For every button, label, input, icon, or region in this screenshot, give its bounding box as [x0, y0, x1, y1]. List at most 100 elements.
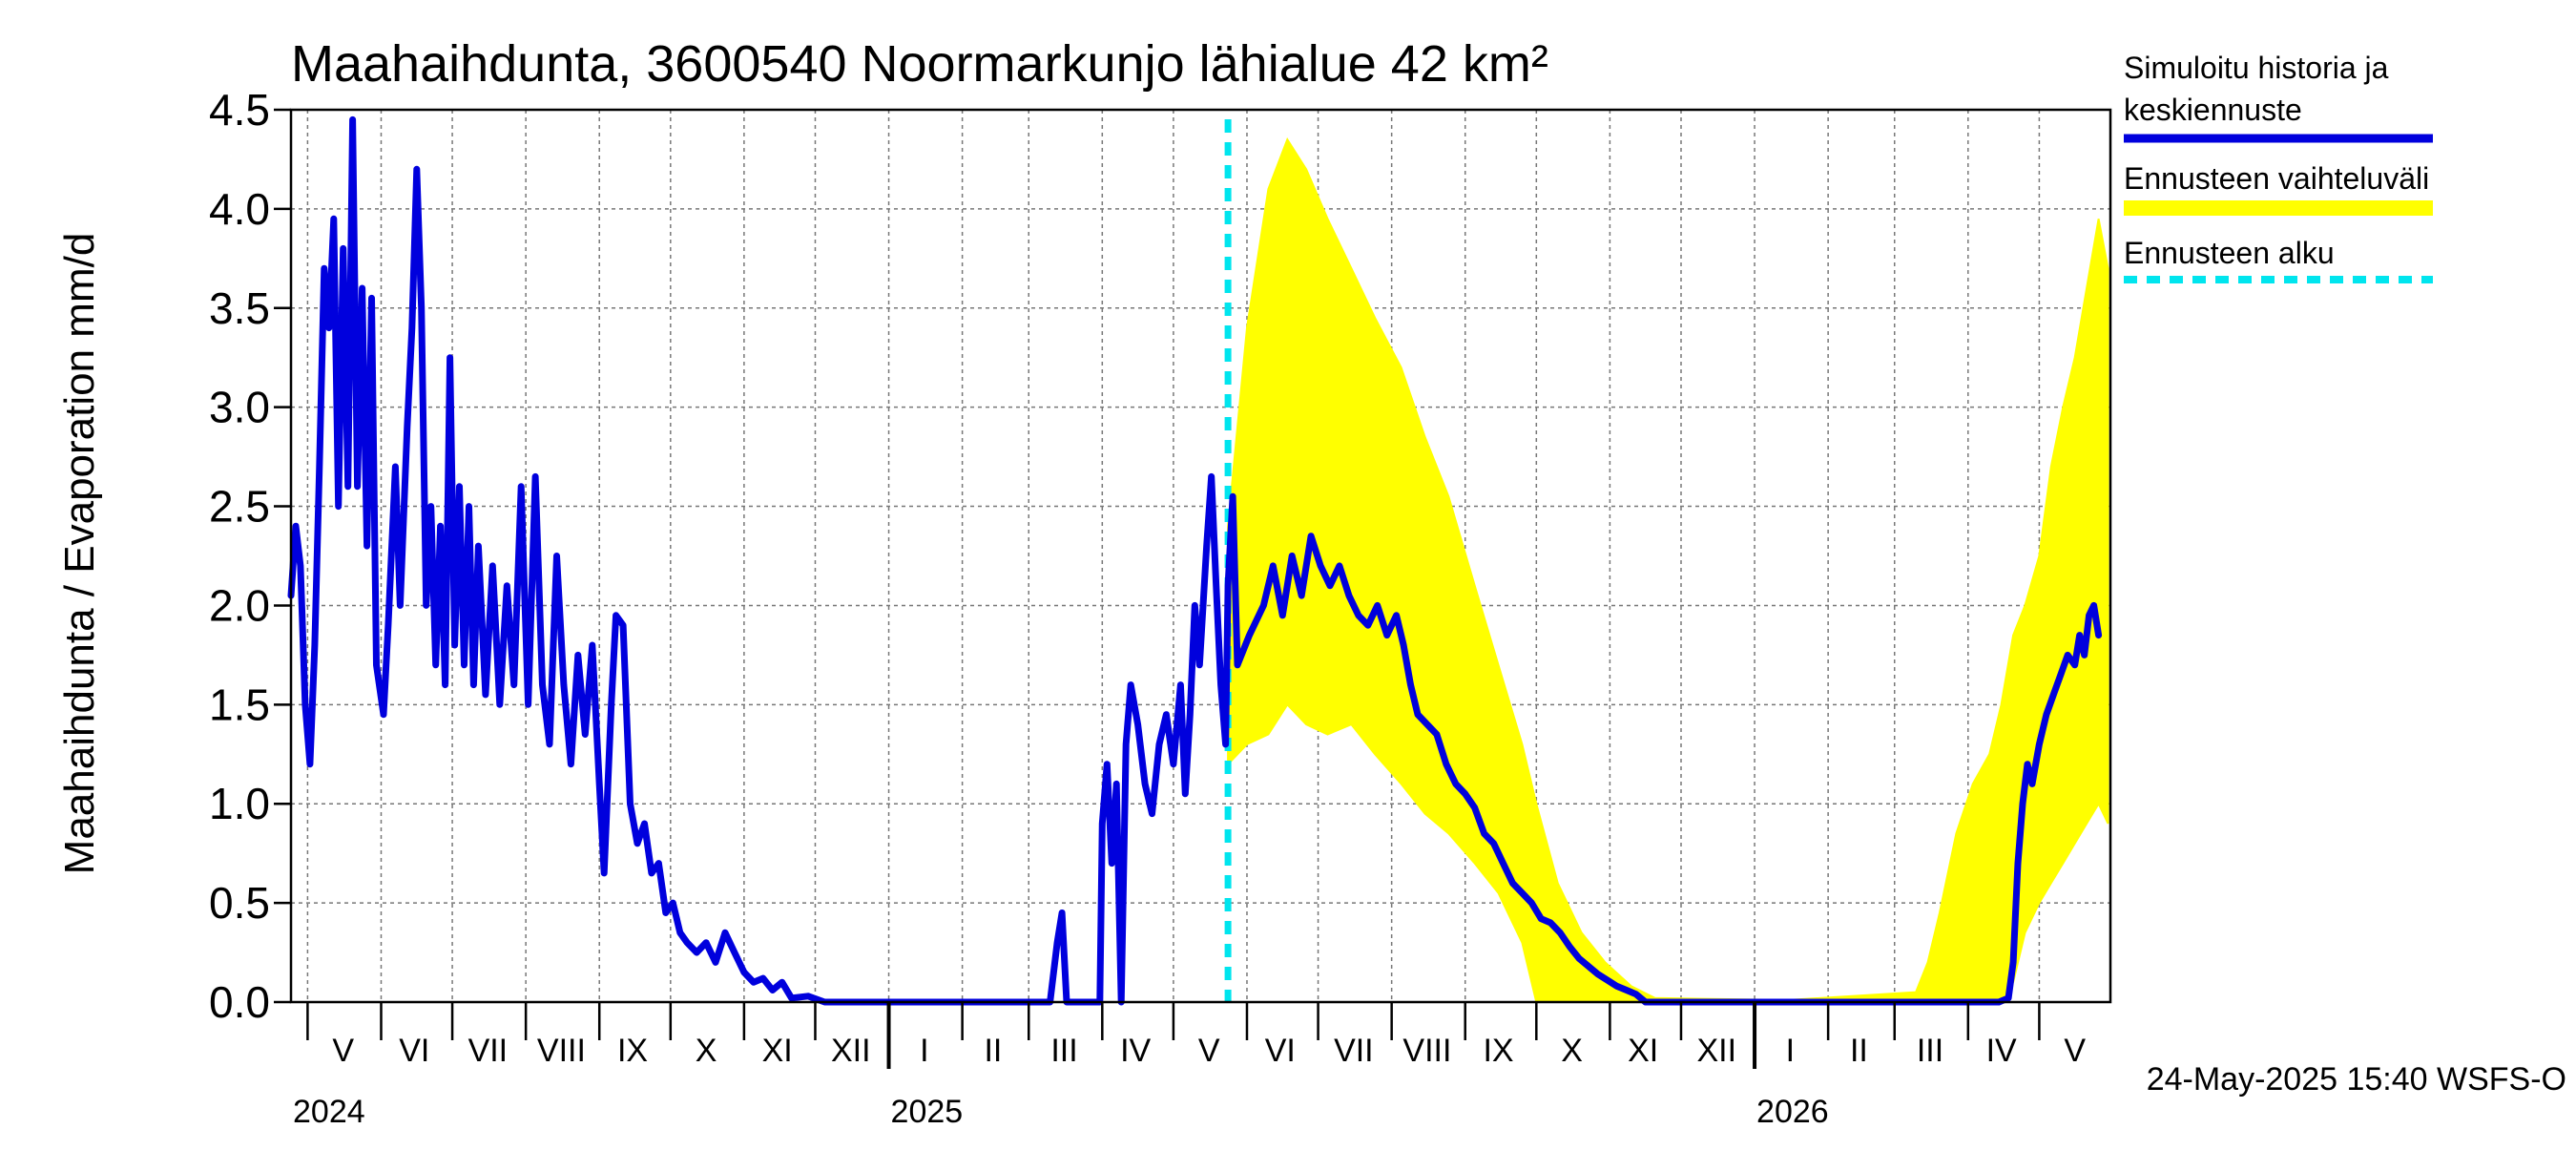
series-point: [644, 823, 645, 825]
y-tick-label: 3.5: [209, 283, 270, 333]
series-point: [366, 545, 368, 547]
series-point: [1386, 635, 1388, 637]
series-point: [1232, 495, 1234, 497]
series-point: [781, 981, 783, 983]
series-point: [1616, 985, 1618, 987]
series-point: [1249, 635, 1250, 637]
series-point: [528, 703, 530, 705]
y-tick-label: 4.0: [209, 184, 270, 234]
series-point: [2017, 863, 2019, 865]
series-point: [328, 327, 330, 329]
series-point: [1215, 585, 1217, 587]
series-point: [2088, 615, 2090, 617]
series-point: [1540, 918, 1542, 920]
series-point: [1211, 475, 1213, 477]
series-point: [1339, 565, 1340, 567]
y-tick-label: 2.5: [209, 482, 270, 532]
month-label: VI: [399, 1033, 429, 1069]
month-label: V: [1198, 1033, 1220, 1069]
series-point: [549, 743, 551, 745]
series-point: [1607, 979, 1609, 981]
y-tick-label: 2.0: [209, 580, 270, 630]
series-point: [1530, 902, 1532, 904]
series-point: [1179, 684, 1181, 686]
series-point: [1101, 823, 1103, 825]
legend-label: Ennusteen vaihteluväli: [2124, 161, 2429, 196]
month-label: I: [920, 1033, 928, 1069]
month-label: VIII: [1402, 1033, 1451, 1069]
series-point: [387, 624, 389, 626]
series-point: [807, 995, 809, 997]
series-point: [1206, 545, 1208, 547]
y-tick-label: 1.0: [209, 779, 270, 828]
series-point: [791, 997, 793, 999]
month-label: VII: [468, 1033, 509, 1069]
series-point: [1111, 863, 1112, 865]
series-point: [295, 525, 297, 527]
series-point: [1152, 813, 1153, 815]
series-point: [459, 486, 460, 488]
series-point: [636, 843, 638, 845]
series-point: [1484, 832, 1485, 834]
series-point: [1410, 684, 1411, 686]
series-point: [1358, 615, 1360, 617]
forecast-range-band: [1227, 136, 2109, 1003]
series-point: [2060, 674, 2062, 676]
series-point: [672, 902, 674, 904]
series-point: [520, 486, 522, 488]
series-point: [309, 763, 311, 765]
series-point: [338, 506, 340, 508]
series-point: [314, 644, 316, 646]
month-label: I: [1786, 1033, 1795, 1069]
year-label: 2024: [293, 1094, 365, 1130]
year-label: 2026: [1756, 1094, 1829, 1130]
month-label: XII: [1696, 1033, 1736, 1069]
legend-label: keskiennuste: [2124, 93, 2302, 127]
series-point: [323, 267, 325, 269]
series-point: [772, 990, 774, 991]
series-point: [468, 506, 469, 508]
series-point: [1417, 714, 1419, 716]
axes-layer: 0.00.51.01.52.02.53.03.54.04.5V VI VII VIII…: [209, 85, 2112, 1130]
series-point: [563, 684, 565, 686]
series-point: [464, 664, 465, 666]
month-label: IV: [1986, 1033, 2017, 1069]
series-point: [2079, 635, 2081, 637]
series-point: [1377, 604, 1379, 606]
month-label: X: [1561, 1033, 1583, 1069]
series-point: [394, 466, 396, 468]
y-axis-label: Maahaihdunta / Evaporation mm/d: [56, 233, 103, 875]
series-point: [603, 872, 605, 874]
series-point: [651, 872, 653, 874]
series-point: [1635, 993, 1637, 995]
series-point: [2026, 763, 2028, 765]
series-point: [1220, 684, 1222, 686]
series-point: [1426, 723, 1428, 725]
series-point: [556, 555, 557, 556]
series-point: [1578, 957, 1580, 959]
month-label: II: [1850, 1033, 1868, 1069]
series-point: [347, 486, 349, 488]
series-point: [333, 218, 335, 220]
series-point: [2098, 635, 2100, 637]
series-point: [411, 327, 413, 329]
series-point: [1189, 714, 1191, 716]
series-point: [577, 654, 579, 656]
series-point: [513, 684, 515, 686]
series-point: [435, 664, 437, 666]
series-point: [1597, 973, 1599, 975]
legend: Simuloitu historia ja keskiennuste Ennuste…: [2124, 51, 2433, 283]
series-point: [371, 297, 372, 299]
series-point: [430, 506, 432, 508]
series-point: [715, 961, 717, 963]
series-point: [1198, 664, 1200, 666]
series-point: [300, 565, 301, 567]
month-label: X: [696, 1033, 717, 1069]
series-point: [1436, 734, 1438, 735]
series-point: [319, 466, 321, 468]
series-point: [762, 977, 764, 979]
series-point: [1568, 946, 1570, 948]
series-point: [2012, 961, 2014, 963]
series-point: [2084, 654, 2086, 656]
